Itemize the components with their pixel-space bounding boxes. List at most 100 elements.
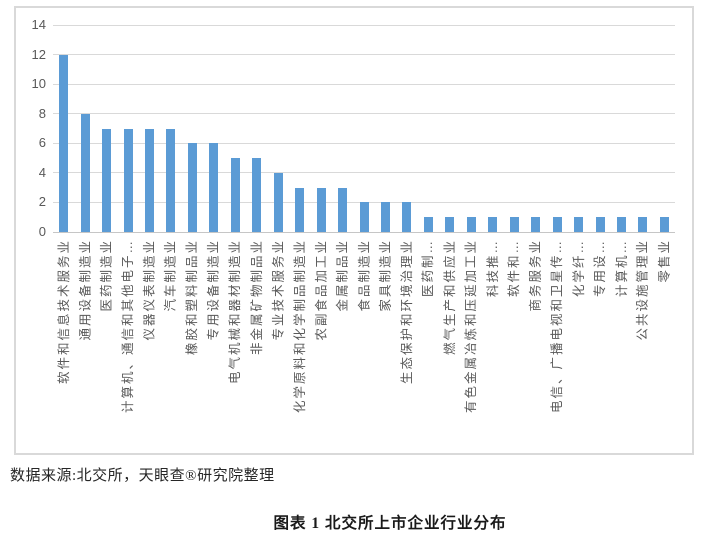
bar-column [160, 25, 181, 232]
bar [252, 158, 262, 232]
x-axis-label: 燃气生产和供应业 [442, 239, 457, 356]
bar-column [117, 25, 138, 232]
x-axis-label: 零售业 [657, 239, 672, 283]
x-label-cell: 软件和… [504, 237, 525, 450]
x-label-cell: 专用设备制造业 [203, 237, 224, 450]
bar-column [439, 25, 460, 232]
x-label-cell: 计算机… [611, 237, 632, 450]
y-axis-labels: 14 12 10 8 6 4 2 0 [0, 0, 46, 260]
bar [230, 158, 240, 232]
bar-column [53, 25, 74, 232]
bar-column [546, 25, 567, 232]
bar-column [461, 25, 482, 232]
bar [574, 217, 584, 232]
x-label-cell: 科技推… [482, 237, 503, 450]
bar-column [525, 25, 546, 232]
x-axis-label: 家具制造业 [378, 239, 393, 312]
bar [273, 172, 283, 232]
bar [123, 128, 133, 232]
x-axis-label: 专业技术服务业 [271, 239, 286, 341]
bar [381, 202, 391, 232]
x-axis-label: 商务服务业 [528, 239, 543, 312]
x-axis-label: 汽车制造业 [164, 239, 178, 312]
x-axis-label: 电气机械和器材制造业 [228, 239, 243, 385]
bar [531, 217, 541, 232]
bar [359, 202, 369, 232]
bar-column [182, 25, 203, 232]
x-axis-label: 化学原料和化学制品制造业 [292, 239, 307, 414]
x-label-cell: 农副食品加工业 [310, 237, 331, 450]
bar-column [418, 25, 439, 232]
bar-column [139, 25, 160, 232]
x-axis-label: 科技推… [485, 239, 500, 298]
x-label-cell: 汽车制造业 [160, 237, 181, 450]
x-axis-label: 专用设备制造业 [206, 239, 221, 341]
y-tick-label: 6 [38, 135, 46, 151]
bar-column [482, 25, 503, 232]
bar [595, 217, 605, 232]
bar-column [654, 25, 675, 232]
x-label-cell: 仪器仪表制造业 [139, 237, 160, 450]
x-axis-label: 化学纤… [571, 239, 586, 298]
bar [617, 217, 626, 232]
bar [488, 217, 498, 232]
bar [166, 128, 176, 232]
x-axis-label: 农副食品加工业 [314, 239, 329, 341]
x-label-cell: 化学纤… [568, 237, 589, 450]
bar [316, 187, 326, 232]
bar [423, 217, 433, 232]
bar [659, 217, 669, 232]
x-axis-label: 医药制造业 [99, 239, 114, 312]
gridline [53, 113, 675, 115]
bar-column [289, 25, 310, 232]
bar-column [203, 25, 224, 232]
x-label-cell: 生态保护和环境治理业 [396, 237, 417, 450]
bar-column [504, 25, 525, 232]
y-tick-label: 2 [38, 194, 46, 210]
x-axis-label: 生态保护和环境治理业 [399, 239, 414, 385]
bar [187, 143, 197, 232]
x-axis-label: 公共设施管理业 [635, 239, 650, 341]
bar [59, 54, 69, 232]
bars-container [53, 25, 675, 232]
x-label-cell: 金属制品业 [332, 237, 353, 450]
x-label-cell: 非金属矿物制品业 [246, 237, 267, 450]
x-label-cell: 燃气生产和供应业 [439, 237, 460, 450]
y-tick-label: 10 [31, 76, 46, 92]
bar [445, 217, 455, 232]
gridline [53, 142, 675, 144]
bar [295, 187, 305, 232]
x-axis-label: 非金属矿物制品业 [249, 239, 264, 356]
x-label-cell: 公共设施管理业 [632, 237, 653, 450]
bar-column [375, 25, 396, 232]
y-tick-label: 14 [31, 17, 46, 32]
x-label-cell: 商务服务业 [525, 237, 546, 450]
x-axis-label: 专用设… [593, 239, 608, 298]
bar [466, 217, 476, 232]
bar [402, 202, 412, 232]
x-label-cell: 电气机械和器材制造业 [225, 237, 246, 450]
gridline [53, 54, 675, 56]
bar-column [310, 25, 331, 232]
bar-column [74, 25, 95, 232]
x-label-cell: 专业技术服务业 [268, 237, 289, 450]
x-axis-label: 电信、广播电视和卫星传… [550, 239, 565, 414]
y-tick-label: 4 [38, 164, 46, 180]
bar-column [568, 25, 589, 232]
source-note: 数据来源:北交所，天眼查®研究院整理 [10, 468, 275, 484]
x-label-cell: 医药制… [418, 237, 439, 450]
x-label-cell: 食品制造业 [353, 237, 374, 450]
bar-column [246, 25, 267, 232]
bar [552, 217, 562, 232]
x-label-cell: 通用设备制造业 [74, 237, 95, 450]
x-axis-label: 橡胶和塑料制品业 [185, 239, 200, 356]
gridline [53, 83, 675, 85]
x-axis-label: 通用设备制造业 [78, 239, 93, 341]
x-axis-label: 软件和信息技术服务业 [56, 239, 71, 385]
y-tick-label: 0 [38, 224, 46, 239]
x-label-cell: 软件和信息技术服务业 [53, 237, 74, 450]
bar-column [332, 25, 353, 232]
x-label-cell: 家具制造业 [375, 237, 396, 450]
x-axis-label: 仪器仪表制造业 [142, 239, 157, 341]
x-label-cell: 零售业 [654, 237, 675, 450]
